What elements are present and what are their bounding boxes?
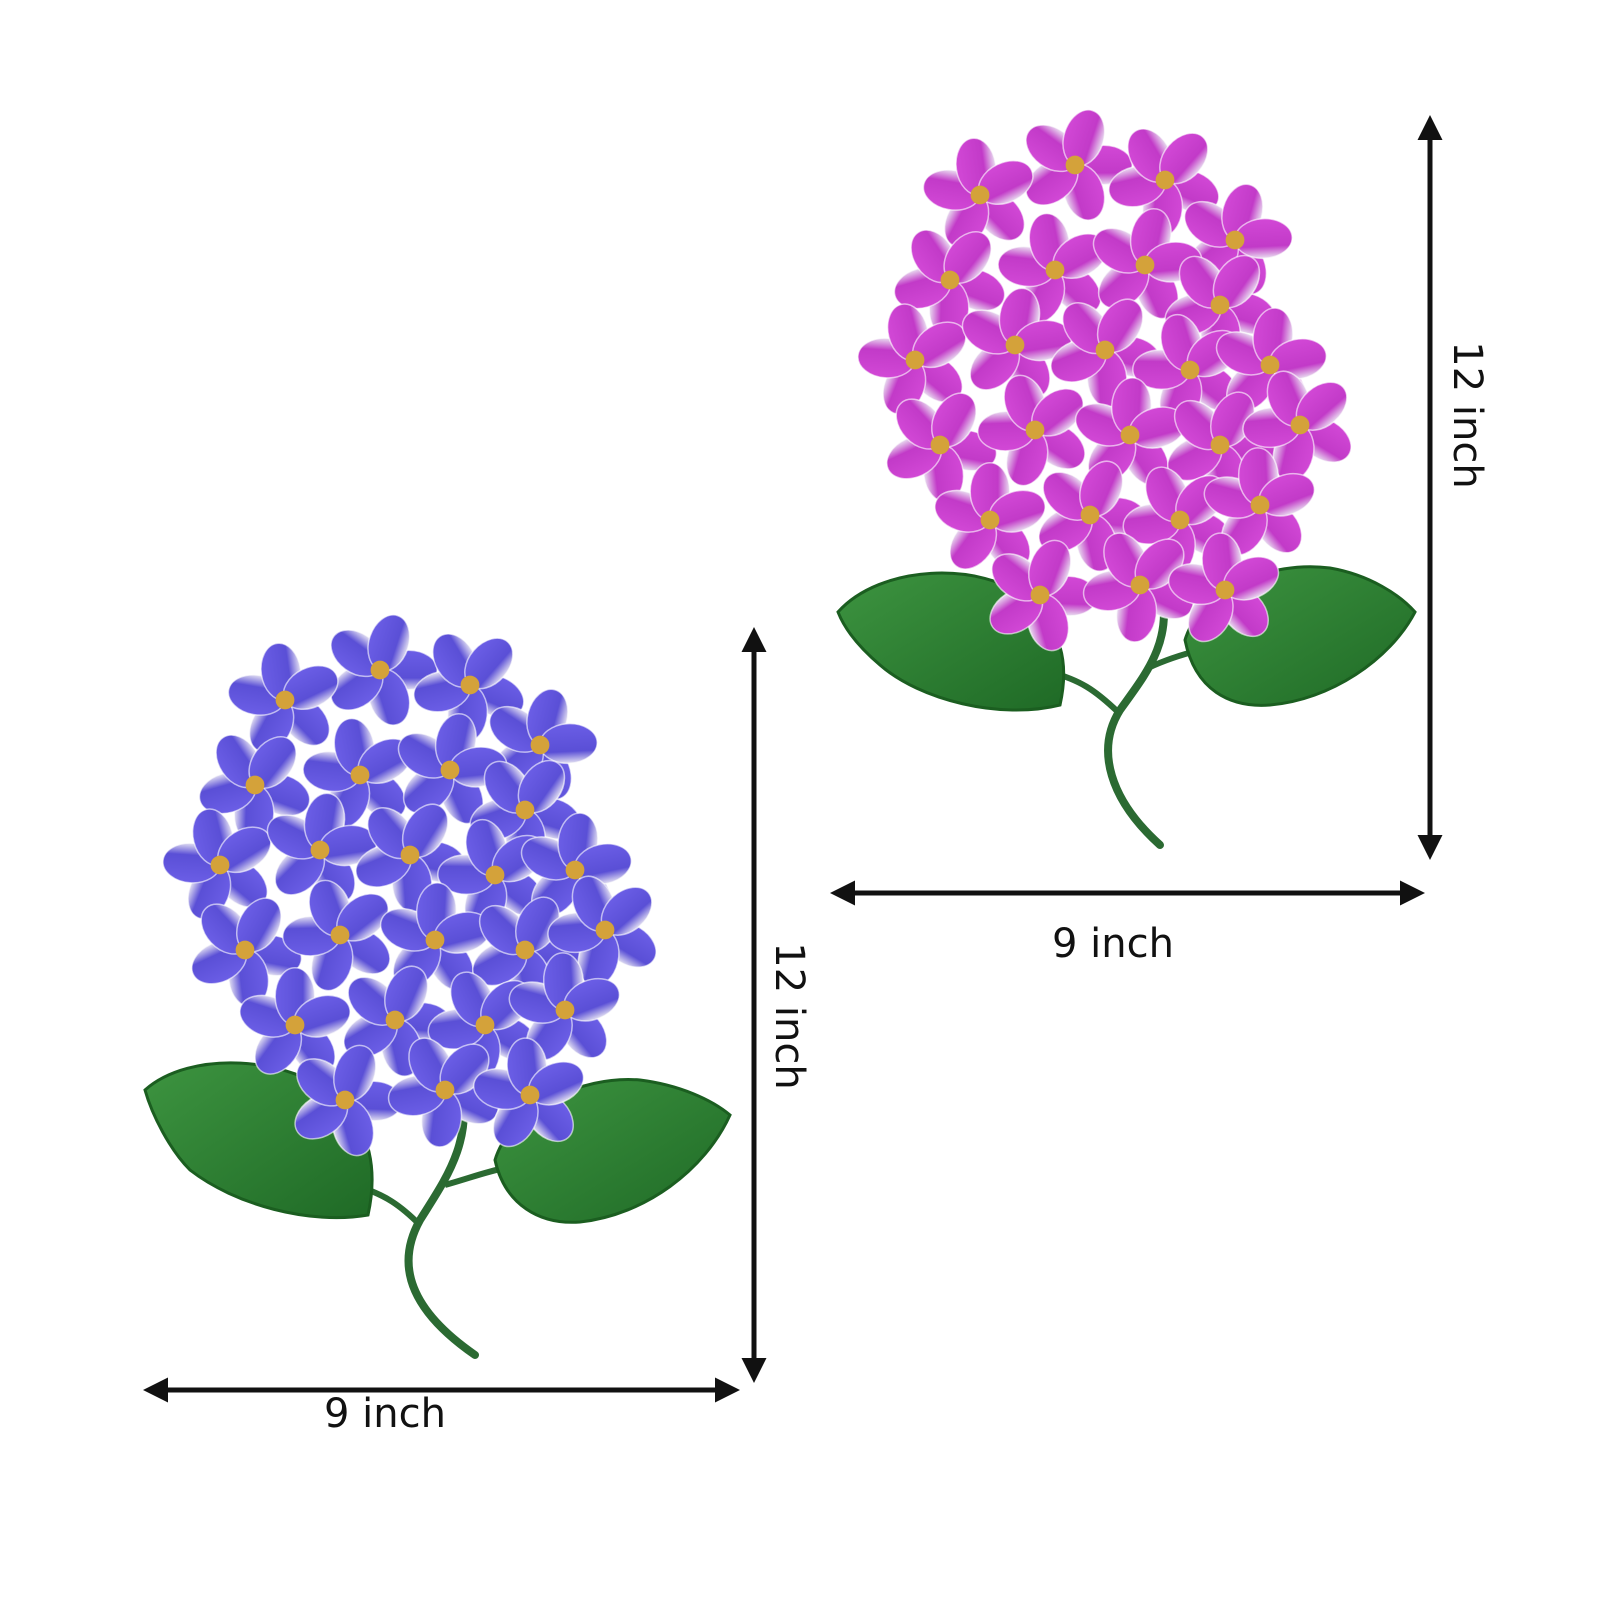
floret — [413, 633, 525, 743]
pink-hydrangea — [836, 109, 1417, 849]
floret — [1025, 109, 1133, 221]
blue-width-label: 9 inch — [324, 1391, 446, 1437]
floret-center — [1210, 435, 1230, 455]
floret — [1092, 207, 1203, 320]
floret-center — [350, 765, 370, 785]
pink-flower-cluster — [857, 109, 1352, 652]
floret-center — [1290, 415, 1310, 435]
pink-stem — [1104, 581, 1168, 849]
floret-center — [210, 855, 230, 875]
floret-center — [1130, 575, 1150, 595]
blue-stem — [404, 1076, 479, 1359]
floret — [1203, 447, 1316, 557]
floret-center — [980, 510, 1000, 530]
floret-center — [520, 1085, 540, 1105]
floret — [294, 1044, 403, 1157]
floret-center — [1260, 355, 1280, 375]
floret — [198, 734, 311, 843]
floret — [397, 712, 508, 825]
floret — [989, 539, 1098, 652]
floret — [343, 965, 453, 1077]
floret — [1167, 532, 1280, 643]
floret — [547, 875, 657, 987]
floret-center — [370, 660, 390, 680]
floret — [977, 374, 1086, 487]
floret-center — [1135, 255, 1155, 275]
floret — [961, 287, 1073, 399]
floret-center — [940, 270, 960, 290]
floret-center — [1005, 335, 1025, 355]
floret-center — [970, 185, 990, 205]
floret-center — [400, 845, 420, 865]
floret-center — [905, 350, 925, 370]
floret — [330, 614, 438, 726]
floret — [1050, 298, 1162, 408]
floret-center — [1215, 580, 1235, 600]
floret-center — [245, 775, 265, 795]
blue-flower-cluster — [162, 614, 657, 1157]
floret-center — [335, 1090, 355, 1110]
floret-center — [285, 1015, 305, 1035]
floret — [239, 967, 351, 1075]
floret-center — [310, 840, 330, 860]
floret — [282, 879, 391, 992]
floret-center — [1180, 360, 1200, 380]
floret — [472, 1037, 585, 1148]
floret-center — [515, 800, 535, 820]
floret — [227, 642, 339, 753]
floret-center — [1080, 505, 1100, 525]
floret-center — [1210, 295, 1230, 315]
pink-width-label: 9 inch — [1052, 921, 1174, 967]
floret-center — [385, 1010, 405, 1030]
floret-center — [235, 940, 255, 960]
floret-center — [1030, 585, 1050, 605]
floret-center — [1045, 260, 1065, 280]
floret-center — [930, 435, 950, 455]
floret-center — [1025, 420, 1045, 440]
floret-center — [435, 1080, 455, 1100]
floret — [437, 818, 546, 931]
floret-center — [1225, 230, 1245, 250]
floret — [1242, 370, 1352, 482]
floret-center — [530, 735, 550, 755]
floret-center — [475, 1015, 495, 1035]
floret-center — [565, 860, 585, 880]
floret — [387, 1037, 499, 1148]
floret-center — [485, 865, 505, 885]
floret — [191, 897, 303, 1008]
floret-center — [595, 920, 615, 940]
floret-center — [1155, 170, 1175, 190]
floret-center — [1120, 425, 1140, 445]
floret-center — [1170, 510, 1190, 530]
floret — [1082, 532, 1194, 643]
floret-center — [1250, 495, 1270, 515]
floret — [162, 808, 272, 920]
floret-center — [1095, 340, 1115, 360]
floret-center — [275, 690, 295, 710]
floret-center — [555, 1000, 575, 1020]
floret-center — [515, 940, 535, 960]
floret — [302, 717, 413, 829]
floret-center — [1065, 155, 1085, 175]
blue-hydrangea — [143, 614, 732, 1359]
floret-center — [330, 925, 350, 945]
blue-right-branch — [444, 1165, 506, 1188]
floret-center — [425, 930, 445, 950]
pink-height-label: 12 inch — [1444, 341, 1490, 489]
floret-center — [440, 760, 460, 780]
blue-height-label: 12 inch — [766, 942, 812, 1090]
floret-center — [460, 675, 480, 695]
